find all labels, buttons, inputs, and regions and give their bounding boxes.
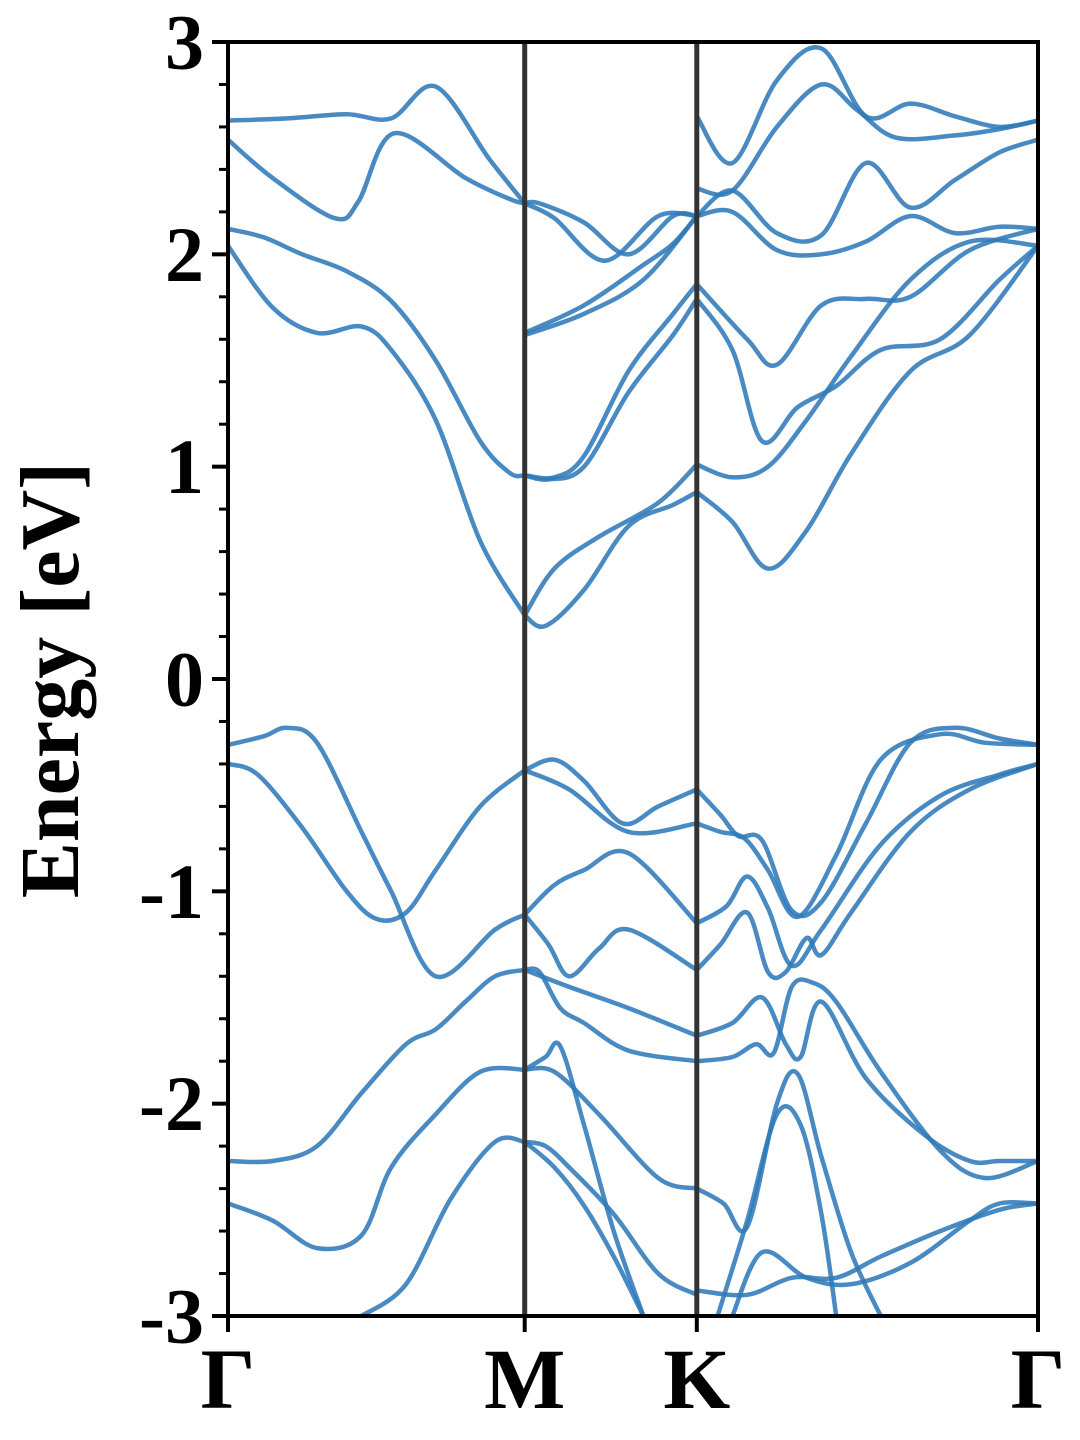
band-14 [694, 82, 1038, 197]
y-tick-label: -3 [139, 1273, 204, 1360]
y-tick-label: -1 [139, 848, 204, 935]
band-1 [228, 83, 527, 206]
band-2 [228, 131, 527, 222]
band-17 [694, 226, 1038, 368]
band-30 [228, 1065, 527, 1252]
y-tick-label: 2 [165, 211, 204, 298]
band-8 [522, 213, 700, 336]
y-tick-label: 3 [165, 0, 204, 86]
band-lines [228, 45, 1038, 1316]
band-6 [522, 201, 700, 263]
band-15 [694, 137, 1038, 244]
band-22 [228, 761, 527, 923]
band-41 [694, 977, 1038, 1181]
band-3 [228, 226, 527, 479]
band-23 [522, 768, 700, 836]
band-45 [730, 1199, 1038, 1316]
band-39 [694, 761, 1038, 981]
band-42 [694, 1069, 883, 1316]
band-44 [694, 1201, 1038, 1298]
band-37 [694, 725, 1038, 919]
x-tick-label: Γ [201, 1331, 256, 1427]
x-tick-label: Γ [1011, 1331, 1066, 1427]
band-43 [715, 1104, 839, 1316]
band-28 [522, 966, 700, 1064]
band-12 [522, 489, 700, 629]
band-9 [522, 281, 700, 481]
band-33 [522, 1040, 646, 1316]
band-25 [522, 848, 700, 926]
band-24 [522, 757, 700, 827]
x-tick-label: M [484, 1331, 565, 1427]
band-31 [359, 1135, 527, 1316]
band-11 [522, 462, 700, 618]
band-27 [522, 967, 700, 1038]
band-20 [694, 243, 1038, 571]
y-tick-label: 1 [165, 423, 204, 510]
high-symmetry-lines [522, 42, 700, 1316]
band-4 [228, 243, 527, 618]
band-35 [522, 1139, 646, 1316]
band-26 [522, 912, 700, 979]
y-tick-label: -2 [139, 1060, 204, 1147]
band-16 [694, 207, 1038, 258]
band-38 [694, 761, 1038, 969]
y-axis-ticks: 3 2 1 0 -1 -2 -3 [139, 0, 228, 1360]
band-18 [694, 243, 1038, 446]
band-21 [228, 725, 527, 980]
y-tick-label: 0 [165, 636, 204, 723]
band-34 [522, 1139, 700, 1298]
band-13 [694, 45, 1038, 166]
band-40 [694, 995, 1038, 1166]
y-axis-label: Energy [eV] [4, 462, 97, 898]
band-32 [522, 1065, 700, 1191]
band-10 [522, 296, 700, 482]
band-29 [228, 967, 527, 1165]
x-tick-label: K [663, 1331, 730, 1427]
band-19 [694, 237, 1038, 480]
